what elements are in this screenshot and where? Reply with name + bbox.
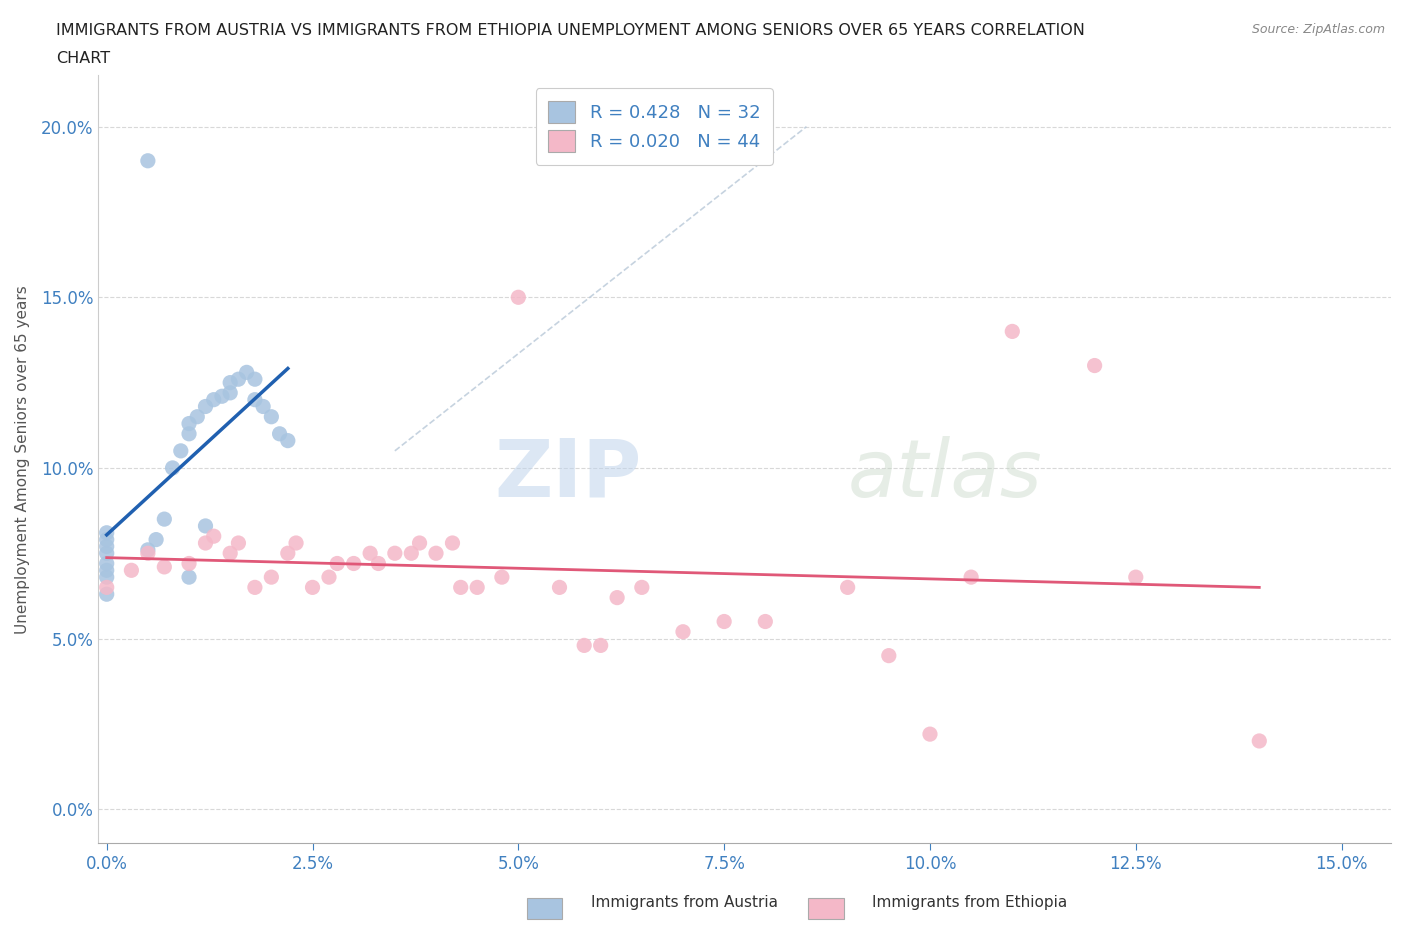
Point (441, 536, 464, 551)
Legend: R = 0.428   N = 32, R = 0.020   N = 44: R = 0.428 N = 32, R = 0.020 N = 44 (536, 88, 773, 165)
Point (574, 638, 596, 653)
Text: IMMIGRANTS FROM AUSTRIA VS IMMIGRANTS FROM ETHIOPIA UNEMPLOYMENT AMONG SENIORS O: IMMIGRANTS FROM AUSTRIA VS IMMIGRANTS FR… (56, 23, 1085, 38)
Point (252, 399, 274, 414)
Point (1125, 570, 1147, 585)
Point (162, 460, 184, 475)
Point (96, 556, 118, 571)
Point (177, 426, 200, 441)
Point (243, 392, 266, 407)
Point (269, 426, 291, 441)
Point (343, 556, 366, 571)
Point (465, 580, 488, 595)
Point (96, 570, 118, 585)
Point (491, 570, 513, 585)
Point (277, 546, 299, 561)
Point (837, 580, 859, 595)
Point (145, 532, 167, 547)
Point (120, 563, 142, 578)
Point (450, 580, 472, 595)
Point (219, 385, 242, 400)
Point (359, 546, 381, 561)
Point (606, 591, 628, 605)
Point (425, 546, 447, 561)
Point (243, 580, 266, 595)
Point (401, 546, 423, 561)
Point (96, 525, 118, 540)
Point (672, 624, 695, 639)
Text: Source: ZipAtlas.com: Source: ZipAtlas.com (1251, 23, 1385, 36)
Point (194, 399, 217, 414)
Point (318, 570, 340, 585)
Point (228, 536, 250, 551)
Point (1001, 324, 1024, 339)
Point (548, 580, 571, 595)
Point (285, 536, 308, 551)
Point (202, 392, 225, 407)
Point (153, 560, 176, 575)
Point (202, 529, 225, 544)
Point (260, 409, 283, 424)
Point (630, 580, 652, 595)
Point (177, 570, 200, 585)
Point (367, 556, 389, 571)
Text: Immigrants from Ethiopia: Immigrants from Ethiopia (872, 895, 1067, 910)
Point (228, 372, 250, 387)
Point (384, 546, 406, 561)
Point (96, 580, 118, 595)
Point (96, 539, 118, 554)
Point (508, 290, 530, 305)
Point (960, 570, 983, 585)
Point (589, 638, 612, 653)
Point (235, 365, 257, 379)
Point (219, 546, 242, 561)
Text: CHART: CHART (56, 51, 110, 66)
Point (1249, 734, 1271, 749)
Point (136, 542, 159, 557)
Point (243, 372, 266, 387)
Point (877, 648, 900, 663)
Point (177, 416, 200, 431)
Point (260, 570, 283, 585)
Point (194, 536, 217, 551)
Point (211, 389, 233, 404)
Point (96, 532, 118, 547)
Y-axis label: Unemployment Among Seniors over 65 years: Unemployment Among Seniors over 65 years (15, 285, 30, 633)
Text: Immigrants from Austria: Immigrants from Austria (591, 895, 778, 910)
Point (301, 580, 323, 595)
Point (96, 587, 118, 602)
Point (96, 563, 118, 578)
Point (918, 726, 941, 741)
Point (1084, 358, 1107, 373)
Point (754, 614, 776, 629)
Point (186, 409, 208, 424)
Text: ZIP: ZIP (494, 436, 641, 513)
Point (194, 519, 217, 534)
Point (153, 512, 176, 526)
Point (136, 153, 159, 168)
Text: atlas: atlas (848, 436, 1043, 513)
Point (177, 556, 200, 571)
Point (170, 444, 193, 458)
Point (136, 546, 159, 561)
Point (219, 375, 242, 390)
Point (277, 433, 299, 448)
Point (408, 536, 430, 551)
Point (713, 614, 735, 629)
Point (326, 556, 349, 571)
Point (96, 546, 118, 561)
